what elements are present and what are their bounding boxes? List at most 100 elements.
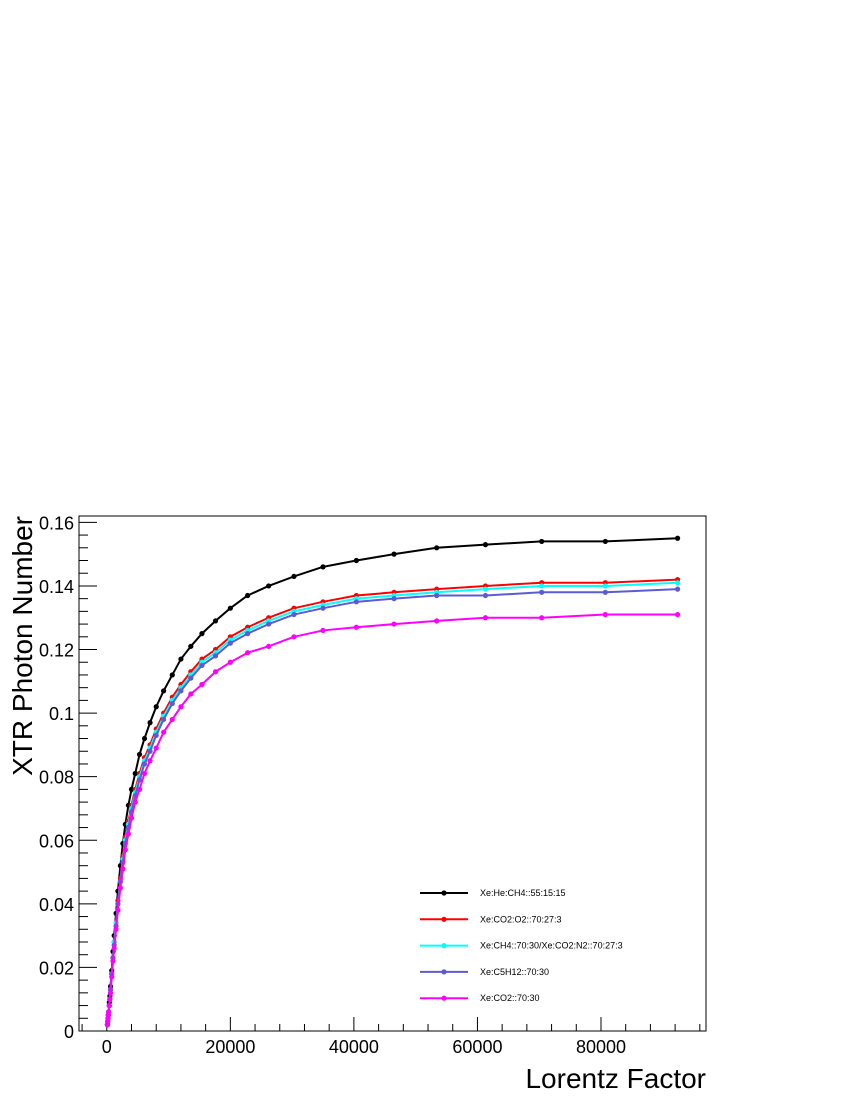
data-point [128,786,135,792]
data-point [245,650,251,656]
data-point [353,557,359,564]
data-point [153,745,159,751]
data-point [178,656,184,662]
data-point [117,885,123,891]
data-point [434,618,440,624]
series-1 [104,535,681,1028]
data-point [227,605,233,611]
legend-item: Xe:CO2:O2::70:27:3 [420,914,562,924]
data-point [602,583,608,589]
data-point [353,624,359,630]
legend-marker [441,890,447,896]
y-axis: 0 0.02 0.04 0.06 0.08 0.1 0.12 0.14 0.16 [39,513,97,1042]
data-point [115,907,121,913]
data-point [539,538,545,545]
data-point [169,700,175,707]
data-point [245,631,251,637]
y-axis-title: XTR Photon Number [7,516,38,776]
y-tick-label: 0.16 [39,513,74,533]
legend-label: Xe:CO2:O2::70:27:3 [480,914,562,924]
data-point [199,631,205,637]
data-point [122,847,128,853]
data-point [266,621,272,627]
legend-label: Xe:CH4::70:30/Xe:CO2:N2::70:27:3 [480,941,623,951]
series-line [106,537,678,1025]
series-5 [104,611,681,1028]
data-point [199,662,205,669]
y-tick-label: 0 [64,1022,74,1042]
data-point [188,691,194,697]
legend-item: Xe:CO2::70:30 [420,993,540,1003]
data-point [107,990,114,996]
data-point [482,592,489,599]
x-tick-label: 0 [102,1037,112,1057]
data-point [120,866,126,872]
data-point [353,599,359,605]
legend-label: Xe:He:CH4::55:15:15 [480,888,566,898]
legend-item: Xe:C5H12::70:30 [420,967,549,977]
data-point [227,659,233,665]
data-point [539,583,545,589]
data-point [178,688,184,694]
data-point [106,1002,112,1009]
data-point [136,751,143,758]
data-point [132,770,138,777]
data-point [128,815,135,821]
data-point [161,729,167,735]
y-tick-label: 0.02 [39,958,74,978]
data-point [161,688,167,694]
data-point [169,672,175,678]
series-layer [104,535,681,1028]
series-line [106,588,678,1025]
data-point [266,583,272,589]
series-4 [104,586,681,1028]
data-point [227,640,233,646]
data-point [291,611,297,618]
data-point [161,716,167,723]
data-point [107,996,113,1002]
data-point [136,786,143,792]
data-point [199,681,205,688]
data-point [320,605,326,611]
data-point [391,621,397,627]
data-point [539,615,545,621]
data-point [391,551,397,557]
y-tick-label: 0.12 [39,641,74,661]
data-point [245,592,251,599]
data-point [141,761,148,767]
legend-marker [441,969,447,975]
data-point [153,704,159,710]
data-point [113,926,119,932]
data-point [141,770,148,777]
data-point [212,669,219,675]
data-point [291,634,297,640]
legend-label: Xe:C5H12::70:30 [480,967,549,977]
y-tick-label: 0.08 [39,768,74,788]
data-point [320,627,326,634]
data-point [125,831,132,837]
data-point [320,564,326,570]
data-point [674,580,681,586]
data-point [602,589,608,595]
plot-frame [78,515,707,1032]
legend-item: Xe:CH4::70:30/Xe:CO2:N2::70:27:3 [420,941,623,951]
legend: Xe:He:CH4::55:15:15Xe:CO2:O2::70:27:3Xe:… [420,888,623,1003]
x-tick-label: 20000 [205,1037,255,1057]
data-point [434,592,440,599]
data-point [141,735,148,742]
data-point [147,748,153,754]
data-point [434,545,440,551]
y-tick-label: 0.14 [39,577,74,597]
data-point [109,974,115,980]
data-point [482,586,489,592]
data-point [391,596,397,602]
legend-marker [441,995,447,1001]
x-tick-label: 60000 [452,1037,502,1057]
x-axis: 0 20000 40000 60000 80000 [81,1017,701,1057]
data-point [188,675,194,681]
data-point [147,758,153,764]
data-point [132,799,138,805]
y-tick-label: 0.06 [39,831,74,851]
data-point [674,586,681,592]
